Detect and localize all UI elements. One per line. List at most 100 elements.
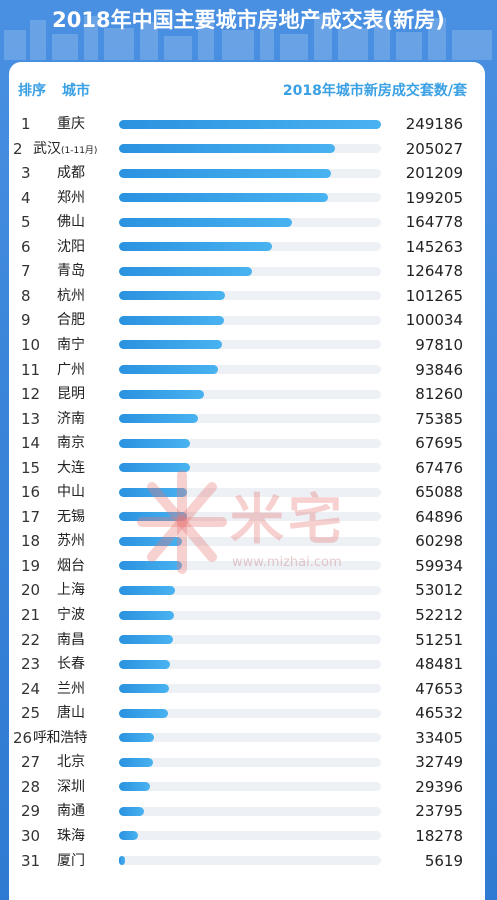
bar-track bbox=[119, 512, 381, 522]
city-label: 成都 bbox=[57, 161, 85, 185]
city-label: 宁波 bbox=[57, 603, 85, 627]
rank-number: 27 bbox=[21, 753, 41, 772]
city-label: 厦门 bbox=[57, 849, 85, 873]
city-label: 北京 bbox=[57, 750, 85, 774]
ranking-card: 排序 城市 2018年城市新房成交套数/套 1 重庆 249186 2 武汉(1-11月… bbox=[9, 62, 485, 900]
bar bbox=[119, 144, 335, 154]
ranking-row: 12 昆明 81260 bbox=[9, 382, 485, 407]
bar bbox=[119, 291, 226, 301]
rank-number: 15 bbox=[21, 458, 41, 477]
value-column-header: 2018年城市新房成交套数/套 bbox=[282, 83, 467, 99]
bar-track bbox=[119, 610, 381, 620]
city-label: 郑州 bbox=[57, 186, 85, 210]
rank-number: 20 bbox=[21, 581, 41, 600]
value-label: 205027 bbox=[405, 139, 463, 158]
bar-track bbox=[119, 684, 381, 694]
value-label: 201209 bbox=[405, 164, 463, 183]
bar bbox=[119, 389, 205, 399]
bar-track bbox=[119, 561, 381, 571]
bar-track bbox=[119, 782, 381, 792]
city-label: 无锡 bbox=[57, 505, 85, 529]
rank-number: 9 bbox=[21, 311, 31, 330]
bar bbox=[119, 414, 199, 424]
value-label: 64896 bbox=[415, 507, 463, 526]
bar bbox=[119, 806, 145, 816]
ranking-row: 22 南昌 51251 bbox=[9, 628, 485, 653]
bar-track bbox=[119, 266, 381, 276]
bar bbox=[119, 856, 125, 865]
city-label: 长春 bbox=[57, 652, 85, 676]
rank-number: 14 bbox=[21, 434, 41, 453]
ranking-row: 19 烟台 59934 bbox=[9, 554, 485, 579]
rank-number: 1 bbox=[21, 115, 31, 133]
bar-track bbox=[119, 291, 381, 301]
rank-number: 4 bbox=[21, 188, 31, 207]
city-label: 南宁 bbox=[57, 333, 85, 357]
value-label: 67476 bbox=[415, 458, 463, 477]
bar-track bbox=[119, 757, 381, 767]
rank-number: 2 bbox=[13, 139, 23, 158]
bar-track bbox=[119, 389, 381, 399]
rank-number: 31 bbox=[21, 851, 41, 870]
city-name: 中山 bbox=[57, 484, 85, 501]
ranking-row: 6 沈阳 145263 bbox=[9, 235, 485, 260]
rank-number: 13 bbox=[21, 409, 41, 428]
ranking-row: 18 苏州 60298 bbox=[9, 529, 485, 554]
bar bbox=[119, 512, 188, 522]
city-label: 广州 bbox=[57, 358, 85, 382]
city-name: 成都 bbox=[57, 165, 85, 182]
city-name: 唐山 bbox=[57, 705, 85, 722]
city-name: 呼和浩特 bbox=[33, 729, 88, 746]
bar bbox=[119, 708, 168, 718]
ranking-row: 4 郑州 199205 bbox=[9, 186, 485, 211]
rank-number: 7 bbox=[21, 262, 31, 281]
rank-number: 6 bbox=[21, 237, 31, 256]
rank-number: 8 bbox=[21, 286, 31, 305]
value-label: 126478 bbox=[405, 262, 463, 281]
city-label: 珠海 bbox=[57, 824, 85, 848]
bar bbox=[119, 463, 190, 473]
city-label: 合肥 bbox=[57, 308, 85, 332]
ranking-row: 31 厦门 5619 bbox=[9, 849, 485, 874]
city-name: 重庆 bbox=[57, 116, 85, 132]
value-label: 93846 bbox=[415, 360, 463, 379]
rank-number: 21 bbox=[21, 606, 41, 624]
value-label: 60298 bbox=[415, 532, 463, 551]
rank-number: 28 bbox=[21, 777, 41, 796]
city-label: 昆明 bbox=[57, 382, 85, 406]
city-name: 南京 bbox=[57, 435, 85, 452]
city-name: 济南 bbox=[57, 410, 85, 427]
city-name: 无锡 bbox=[57, 508, 85, 525]
ranking-row: 10 南宁 97810 bbox=[9, 333, 485, 358]
bar-track bbox=[119, 144, 381, 154]
bar-track bbox=[119, 340, 381, 350]
rank-column-header: 排序 bbox=[18, 83, 46, 99]
city-label: 重庆 bbox=[57, 112, 85, 136]
ranking-row: 14 南京 67695 bbox=[9, 431, 485, 456]
rank-number: 24 bbox=[21, 679, 41, 698]
city-name: 沈阳 bbox=[57, 238, 85, 255]
city-label: 南昌 bbox=[57, 628, 85, 652]
rank-number: 18 bbox=[21, 532, 41, 551]
city-period-note: (1-11月) bbox=[61, 145, 98, 156]
city-name: 烟台 bbox=[57, 557, 85, 574]
ranking-row: 27 北京 32749 bbox=[9, 750, 485, 775]
bar-track bbox=[119, 242, 381, 252]
bar bbox=[119, 585, 175, 595]
bar bbox=[119, 193, 329, 203]
bar-track bbox=[119, 315, 381, 325]
bar-track bbox=[119, 193, 381, 203]
city-name: 厦门 bbox=[57, 852, 85, 869]
city-name: 佛山 bbox=[57, 214, 85, 231]
city-label: 中山 bbox=[57, 480, 85, 504]
value-label: 97810 bbox=[415, 335, 463, 354]
ranking-row: 21 宁波 52212 bbox=[9, 603, 485, 628]
ranking-row: 15 大连 67476 bbox=[9, 456, 485, 481]
value-label: 145263 bbox=[405, 237, 463, 256]
rank-number: 19 bbox=[21, 556, 41, 575]
bar-track bbox=[119, 635, 381, 645]
ranking-row: 1 重庆 249186 bbox=[9, 112, 485, 137]
ranking-row: 24 兰州 47653 bbox=[9, 677, 485, 702]
city-name: 兰州 bbox=[57, 680, 85, 697]
